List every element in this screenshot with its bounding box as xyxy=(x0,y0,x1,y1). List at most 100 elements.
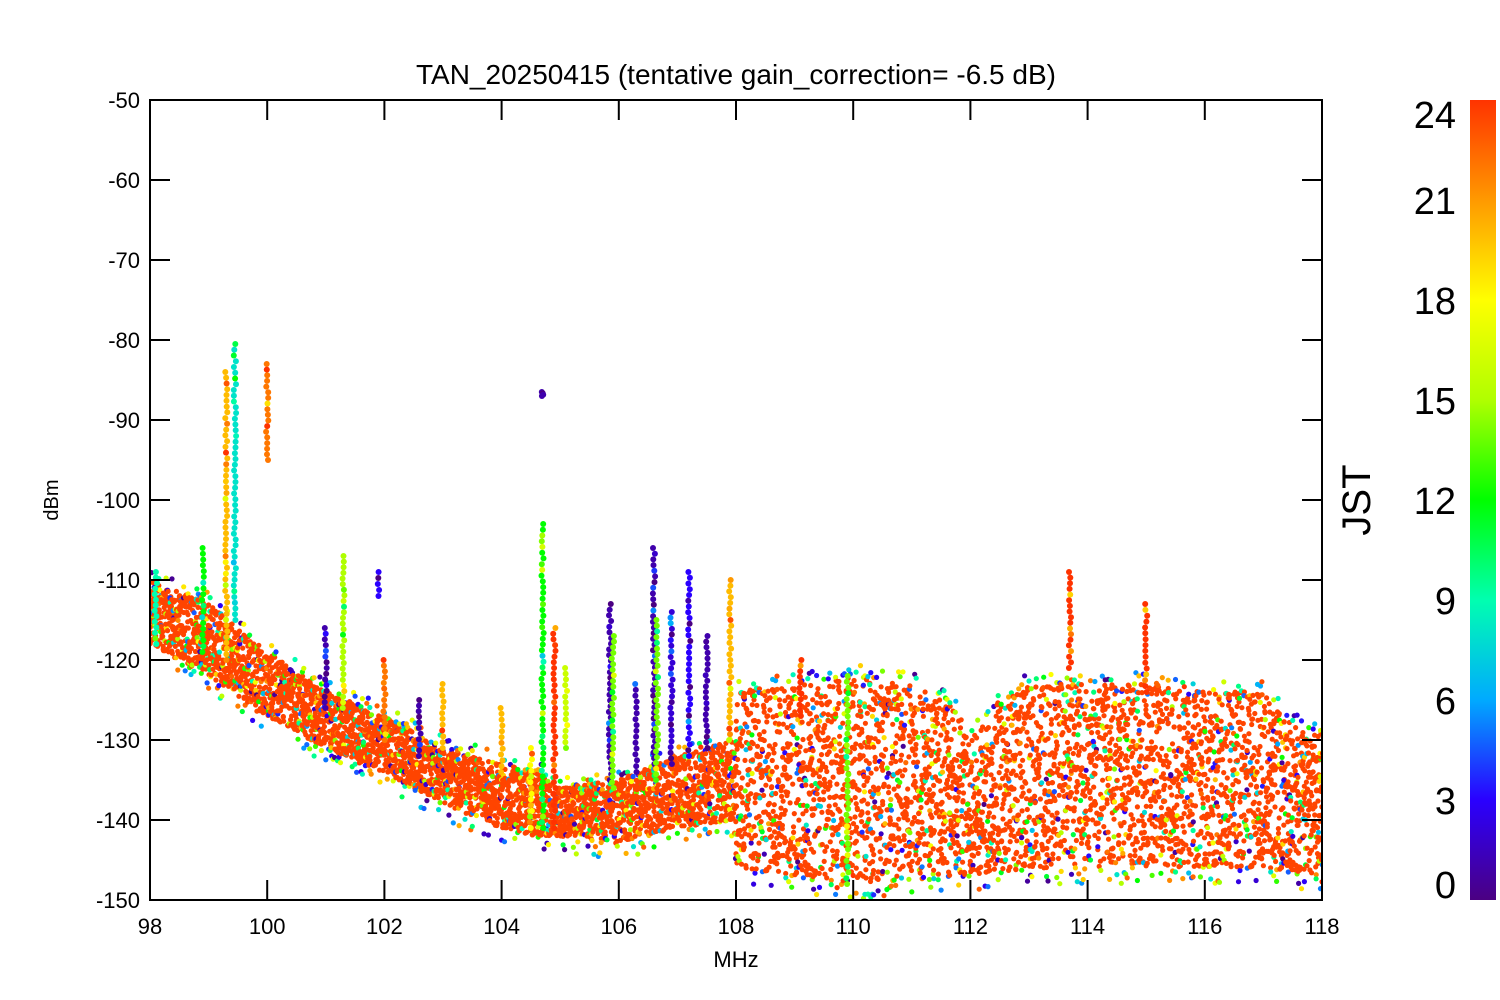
scatter-point xyxy=(598,839,604,846)
scatter-point xyxy=(877,849,883,855)
scatter-point xyxy=(364,700,370,706)
scatter-point xyxy=(817,737,823,743)
scatter-point xyxy=(884,765,890,771)
scatter-point xyxy=(267,669,273,675)
scatter-point xyxy=(194,586,200,592)
scatter-point xyxy=(808,733,814,740)
scatter-point xyxy=(819,809,825,815)
scatter-point xyxy=(749,732,755,738)
scatter-point xyxy=(676,818,682,824)
scatter-point xyxy=(910,819,916,825)
scatter-point xyxy=(759,774,765,780)
scatter-point xyxy=(354,707,360,713)
scatter-point xyxy=(158,624,164,630)
scatter-point xyxy=(258,723,264,729)
scatter-point xyxy=(773,860,780,866)
scatter-point xyxy=(775,868,782,874)
scatter-point xyxy=(570,844,577,850)
scatter-point xyxy=(879,761,886,767)
scatter-point xyxy=(230,640,237,646)
scatter-point xyxy=(869,830,875,836)
scatter-point xyxy=(178,639,184,645)
scatter-point xyxy=(630,844,637,850)
scatter-point xyxy=(872,754,878,761)
scatter-point xyxy=(905,786,911,792)
scatter-point xyxy=(252,679,258,685)
scatter-point xyxy=(864,834,870,841)
scatter-point xyxy=(911,780,918,786)
scatter-point xyxy=(903,710,909,716)
scatter-point xyxy=(337,760,344,766)
scatter-point xyxy=(897,779,903,786)
scatter-point xyxy=(651,844,657,850)
scatter-point xyxy=(676,744,682,750)
scatter-point xyxy=(689,827,695,833)
scatter-point xyxy=(871,892,877,898)
scatter-point xyxy=(837,733,843,739)
scatter-point xyxy=(909,889,915,895)
scatter-point xyxy=(235,645,241,651)
scatter-point xyxy=(910,736,916,742)
scatter-point xyxy=(860,682,867,688)
scatter-point xyxy=(696,833,703,839)
scatter-point xyxy=(853,669,859,675)
scatter-point xyxy=(806,840,812,847)
scatter-point xyxy=(777,711,784,717)
scatter-point xyxy=(871,744,877,750)
scatter-point xyxy=(349,742,355,748)
scatter-point xyxy=(884,869,890,875)
scatter-point xyxy=(269,658,275,664)
scatter-point xyxy=(746,796,752,802)
scatter-point xyxy=(755,858,761,864)
scatter-point xyxy=(769,769,775,775)
scatter-point xyxy=(879,668,886,674)
scatter-point xyxy=(182,668,188,674)
scatter-point xyxy=(835,831,841,838)
scatter-point xyxy=(777,841,783,848)
scatter-point xyxy=(250,717,256,724)
scatter-point xyxy=(895,849,901,855)
scatter-point xyxy=(206,685,212,691)
scatter-point xyxy=(822,722,828,728)
scatter-point xyxy=(776,779,782,785)
scatter-point xyxy=(741,844,747,850)
scatter-point xyxy=(297,686,303,692)
scatter-point xyxy=(607,813,613,819)
scatter-point xyxy=(279,659,285,665)
scatter-point xyxy=(824,768,830,775)
scatter-point xyxy=(764,719,770,725)
scatter-point xyxy=(825,735,831,741)
scatter-point xyxy=(244,678,250,684)
scatter-point xyxy=(853,890,859,896)
scatter-point xyxy=(863,867,869,873)
scatter-point xyxy=(666,835,672,841)
scatter-point xyxy=(433,740,439,746)
scatter-point xyxy=(815,686,821,692)
scatter-point xyxy=(810,705,816,711)
scatter-point xyxy=(628,778,635,785)
scatter-point xyxy=(588,777,594,783)
scatter-point xyxy=(878,808,884,815)
scatter-point xyxy=(847,894,853,900)
scatter-point xyxy=(800,760,806,766)
scatter-point xyxy=(781,688,787,694)
scatter-point xyxy=(766,751,772,757)
scatter-point xyxy=(869,713,876,719)
scatter-point xyxy=(857,663,864,669)
scatter-point xyxy=(449,746,455,753)
scatter-point xyxy=(832,802,838,808)
scatter-point xyxy=(585,843,591,849)
scatter-point xyxy=(374,703,380,709)
scatter-point xyxy=(733,819,739,825)
scatter-point xyxy=(802,847,808,854)
scatter-point xyxy=(830,811,836,817)
scatter-point xyxy=(804,835,811,841)
scatter-point xyxy=(793,712,799,718)
scatter-point xyxy=(873,766,879,772)
scatter-point xyxy=(494,815,500,821)
scatter-point xyxy=(702,759,708,766)
scatter-point xyxy=(465,765,471,772)
scatter-point xyxy=(886,790,892,796)
scatter-point xyxy=(195,604,201,611)
scatter-point xyxy=(758,819,764,825)
